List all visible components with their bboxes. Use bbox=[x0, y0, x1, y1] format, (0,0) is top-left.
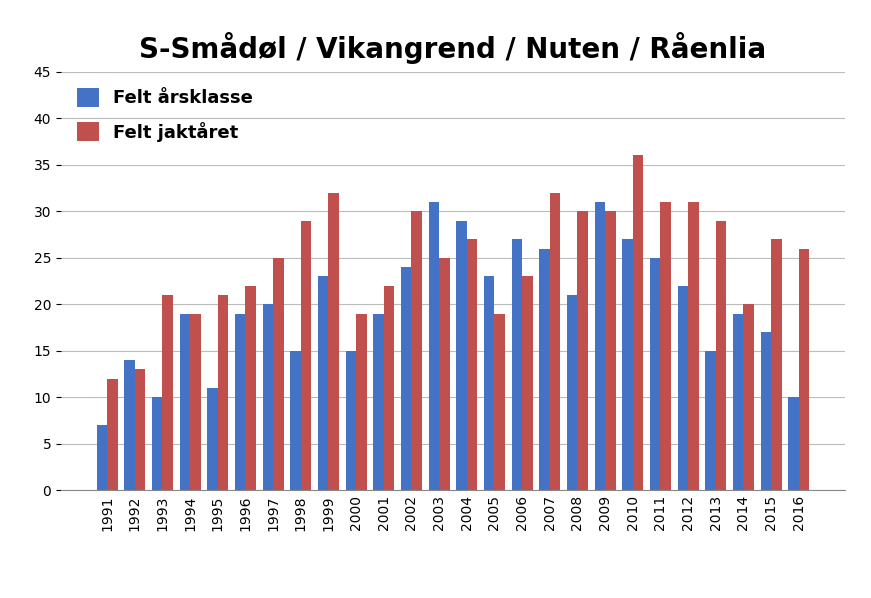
Bar bbox=[328, 193, 339, 490]
Bar bbox=[550, 193, 560, 490]
Bar bbox=[650, 258, 660, 490]
Bar bbox=[163, 295, 173, 490]
Bar bbox=[411, 211, 422, 490]
Bar bbox=[300, 221, 311, 490]
Title: S-Smådøl / Vikangrend / Nuten / Råenlia: S-Smådøl / Vikangrend / Nuten / Råenlia bbox=[139, 32, 766, 64]
Bar bbox=[190, 313, 200, 490]
Bar bbox=[595, 202, 605, 490]
Bar bbox=[135, 370, 145, 490]
Bar bbox=[567, 295, 577, 490]
Bar bbox=[107, 379, 118, 490]
Bar bbox=[235, 313, 246, 490]
Bar bbox=[97, 425, 107, 490]
Bar bbox=[788, 397, 799, 490]
Bar bbox=[218, 295, 228, 490]
Bar bbox=[290, 351, 300, 490]
Bar bbox=[125, 360, 135, 490]
Bar bbox=[771, 239, 781, 490]
Bar bbox=[577, 211, 588, 490]
Bar bbox=[439, 258, 449, 490]
Bar bbox=[632, 155, 644, 490]
Bar bbox=[401, 267, 411, 490]
Legend: Felt årsklasse, Felt jaktåret: Felt årsklasse, Felt jaktåret bbox=[70, 81, 260, 149]
Bar bbox=[522, 276, 532, 490]
Bar bbox=[622, 239, 632, 490]
Bar bbox=[318, 276, 328, 490]
Bar bbox=[467, 239, 477, 490]
Bar bbox=[356, 313, 367, 490]
Bar bbox=[495, 313, 505, 490]
Bar bbox=[429, 202, 439, 490]
Bar bbox=[152, 397, 163, 490]
Bar bbox=[539, 249, 550, 490]
Bar bbox=[207, 388, 218, 490]
Bar bbox=[706, 351, 716, 490]
Bar bbox=[799, 249, 809, 490]
Bar bbox=[678, 286, 688, 490]
Bar bbox=[660, 202, 671, 490]
Bar bbox=[716, 221, 726, 490]
Bar bbox=[179, 313, 190, 490]
Bar bbox=[688, 202, 699, 490]
Bar bbox=[484, 276, 495, 490]
Bar bbox=[456, 221, 467, 490]
Bar bbox=[262, 304, 273, 490]
Bar bbox=[374, 313, 384, 490]
Bar bbox=[246, 286, 256, 490]
Bar bbox=[733, 313, 743, 490]
Bar bbox=[384, 286, 395, 490]
Bar bbox=[511, 239, 522, 490]
Bar bbox=[743, 304, 754, 490]
Bar bbox=[346, 351, 356, 490]
Bar bbox=[273, 258, 284, 490]
Bar bbox=[760, 332, 771, 490]
Bar bbox=[605, 211, 616, 490]
